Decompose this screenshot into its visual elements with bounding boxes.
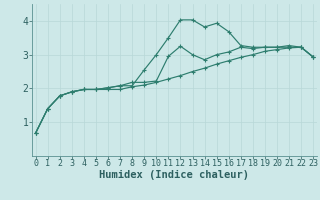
X-axis label: Humidex (Indice chaleur): Humidex (Indice chaleur) [100, 170, 249, 180]
